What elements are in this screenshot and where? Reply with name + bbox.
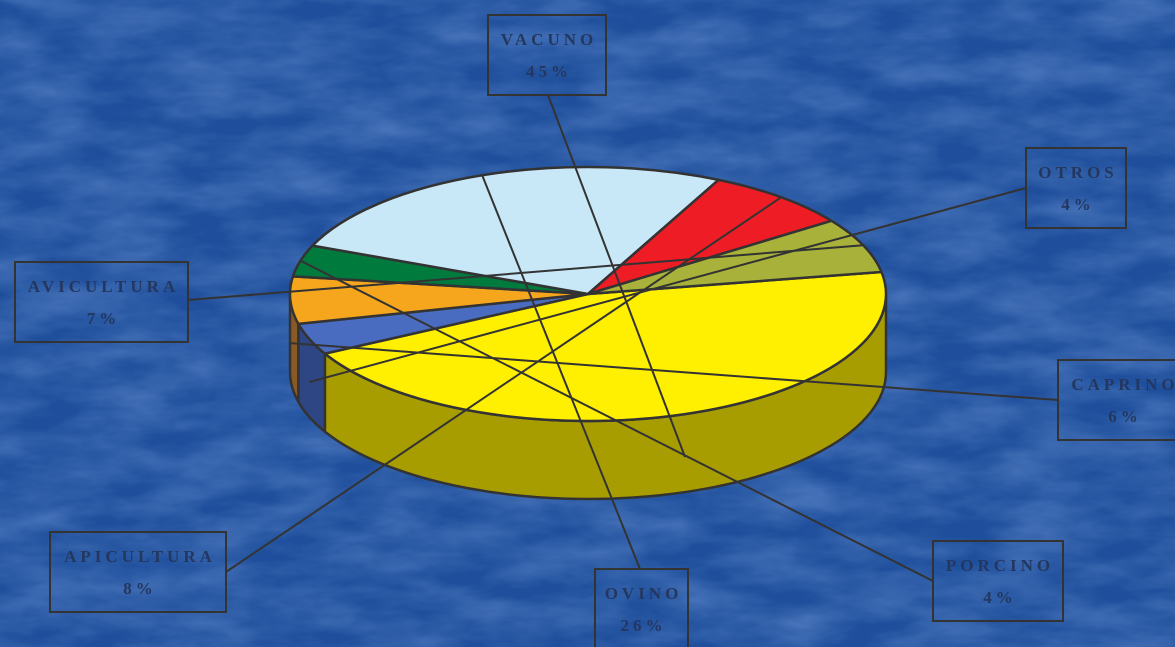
- label-box-vacuno: [487, 14, 607, 96]
- slice-label-otros: OTROS: [1038, 163, 1118, 182]
- slice-label-ovino: OVINO: [605, 584, 683, 603]
- slice-value-avicultura: 7%: [87, 309, 121, 328]
- leader-line-vacuno: [547, 94, 686, 458]
- pie-tops: [288, 165, 888, 423]
- leader-line-caprino: [290, 342, 1059, 401]
- slice-label-caprino: CAPRINO: [1071, 375, 1175, 394]
- slice-labels: VACUNO 45% OTROS 4% CAPRINO 6% PORCINO 4% OVINO 2…: [14, 14, 1175, 647]
- slice-vacuno: [323, 270, 888, 423]
- leader-line-avicultura: [187, 244, 864, 301]
- leader-line-otros: [309, 187, 1027, 383]
- label-box-avicultura: [14, 261, 189, 343]
- slice-avicultura: [586, 219, 883, 296]
- slice-value-apicultura: 8%: [123, 579, 157, 598]
- slice-label-avicultura: AVICULTURA: [28, 277, 179, 296]
- label-box-ovino: [594, 568, 689, 647]
- slice-value-otros: 4%: [1061, 195, 1095, 214]
- slice-label-vacuno: VACUNO: [501, 30, 597, 49]
- slice-value-vacuno: 45%: [526, 62, 572, 81]
- slice-ovino: [311, 165, 720, 296]
- leader-line-ovino: [481, 174, 641, 570]
- slice-value-ovino: 26%: [621, 616, 667, 635]
- label-box-otros: [1025, 147, 1127, 229]
- label-box-apicultura: [49, 531, 227, 613]
- slice-label-porcino: PORCINO: [946, 556, 1054, 575]
- label-box-caprino: [1057, 359, 1175, 441]
- slice-label-apicultura: APICULTURA: [64, 547, 216, 566]
- label-box-porcino: [932, 540, 1064, 622]
- leader-line-porcino: [299, 259, 934, 582]
- leader-lines: [187, 94, 1059, 582]
- slice-value-caprino: 6%: [1108, 407, 1142, 426]
- slice-value-porcino: 4%: [983, 588, 1017, 607]
